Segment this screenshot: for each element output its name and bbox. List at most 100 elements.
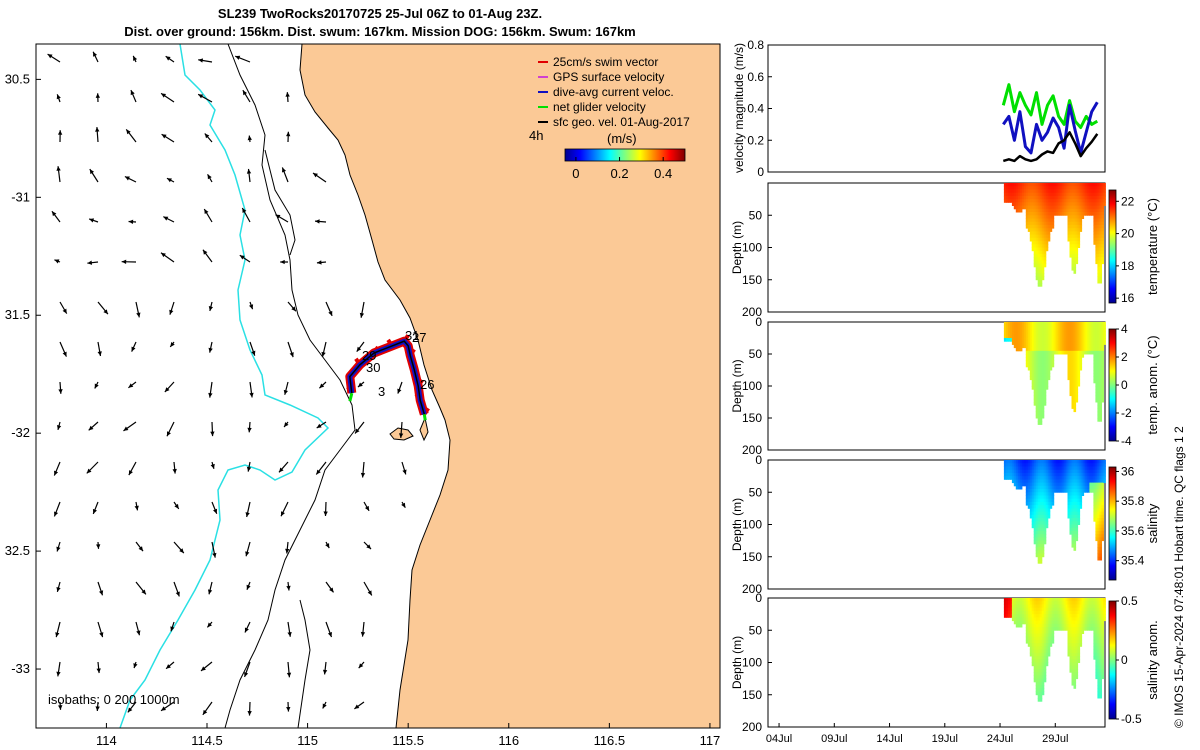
section-cell xyxy=(1051,215,1055,219)
section-cell xyxy=(1047,479,1051,484)
section-cell xyxy=(1035,639,1039,644)
section-cell xyxy=(1039,521,1043,525)
section-cell xyxy=(1087,466,1090,471)
section-cell xyxy=(1035,524,1039,529)
section-cell xyxy=(1089,334,1092,339)
section-cell xyxy=(1071,212,1075,216)
section-cell xyxy=(1095,205,1098,210)
section-cell xyxy=(1093,224,1096,229)
section-cell xyxy=(1061,463,1065,467)
velocity-arrow-head xyxy=(319,383,325,389)
section-cell xyxy=(1043,485,1047,490)
section-cell xyxy=(1043,354,1047,358)
section-cell xyxy=(1023,598,1027,602)
section-cell xyxy=(1035,521,1039,525)
section-cell xyxy=(1041,237,1045,242)
section-cell xyxy=(1069,511,1073,516)
section-cell xyxy=(1077,617,1081,622)
section-cell xyxy=(1017,607,1021,612)
section-cell xyxy=(1031,659,1035,663)
section-cell xyxy=(1061,627,1065,631)
section-cell xyxy=(1041,550,1045,554)
section-cell xyxy=(1097,550,1100,554)
section-cell xyxy=(1075,476,1079,480)
section-cell xyxy=(1031,623,1035,628)
section-cell xyxy=(1079,341,1083,345)
section-cell xyxy=(1097,183,1100,187)
section-cell xyxy=(1071,260,1075,265)
section-cell xyxy=(1047,649,1051,654)
section-cell xyxy=(1043,363,1047,368)
isobath-label: isobaths: 0 200 1000m xyxy=(48,692,180,707)
section-cell xyxy=(1099,224,1102,229)
section-cell xyxy=(1075,386,1079,390)
section-cell xyxy=(1047,508,1051,513)
section-cell xyxy=(1051,498,1055,503)
section-cell xyxy=(1067,652,1071,657)
section-cell xyxy=(1045,357,1049,361)
section-cell xyxy=(1009,472,1013,477)
section-cell xyxy=(1081,199,1085,203)
section-cell xyxy=(1045,492,1049,496)
section-cell xyxy=(1033,649,1037,654)
section-cell xyxy=(1037,556,1041,561)
section-cell xyxy=(1025,363,1029,368)
section-cell xyxy=(1043,633,1047,638)
section-cell xyxy=(1087,350,1090,355)
section-cell xyxy=(1073,636,1077,641)
section-cell xyxy=(1051,604,1055,609)
section-cell xyxy=(1089,604,1092,609)
section-cell xyxy=(1005,601,1009,605)
section-cell xyxy=(1097,189,1100,194)
section-cell xyxy=(1081,208,1085,213)
section-cell xyxy=(1095,531,1098,535)
section-cell xyxy=(1103,195,1106,200)
section-cell xyxy=(1097,228,1100,232)
section-cell xyxy=(1029,639,1033,644)
section-cell xyxy=(1089,199,1092,203)
section-cell xyxy=(1095,395,1098,400)
section-cell xyxy=(1089,485,1092,490)
section-cell xyxy=(1085,202,1088,206)
section-cell xyxy=(1097,273,1100,277)
section-cell xyxy=(1097,604,1100,609)
section-cell xyxy=(1045,524,1049,529)
section-cell xyxy=(1079,218,1083,223)
section-cell xyxy=(1071,472,1075,477)
section-cell xyxy=(1071,675,1075,680)
section-cell xyxy=(1069,482,1073,487)
section-cell xyxy=(1075,508,1079,513)
section-cell xyxy=(1099,685,1102,689)
section-cell xyxy=(1091,463,1094,467)
section-cell xyxy=(1041,466,1045,471)
section-cell xyxy=(1039,694,1043,699)
section-cell xyxy=(1055,338,1059,342)
section-cell xyxy=(1013,344,1017,349)
section-cell xyxy=(1075,656,1079,660)
section-cell xyxy=(1087,192,1090,197)
track-label: 30 xyxy=(366,360,380,375)
section-cell xyxy=(1095,208,1098,213)
section-cell xyxy=(1075,331,1079,336)
section-cell xyxy=(1039,681,1043,686)
section-cell xyxy=(1035,482,1039,487)
section-cell xyxy=(1089,469,1092,474)
section-cell xyxy=(1073,234,1077,239)
section-cell xyxy=(1075,398,1079,403)
section-cell xyxy=(1099,469,1102,474)
section-cell xyxy=(1071,341,1075,345)
section-cell xyxy=(1059,195,1063,200)
section-cell xyxy=(1013,614,1017,618)
section-cell xyxy=(1025,630,1029,634)
section-cell xyxy=(1069,610,1073,615)
section-cell xyxy=(1101,652,1104,657)
section-cell xyxy=(1059,212,1063,216)
legend-gps: GPS surface velocity xyxy=(553,70,664,84)
section-cell xyxy=(1071,208,1075,213)
section-cell xyxy=(1039,560,1043,564)
section-cell xyxy=(1039,253,1043,258)
section-cell xyxy=(1073,405,1077,409)
section-cell xyxy=(1073,659,1077,663)
velocity-arrow-head xyxy=(169,309,174,315)
section-cell xyxy=(1041,553,1045,558)
